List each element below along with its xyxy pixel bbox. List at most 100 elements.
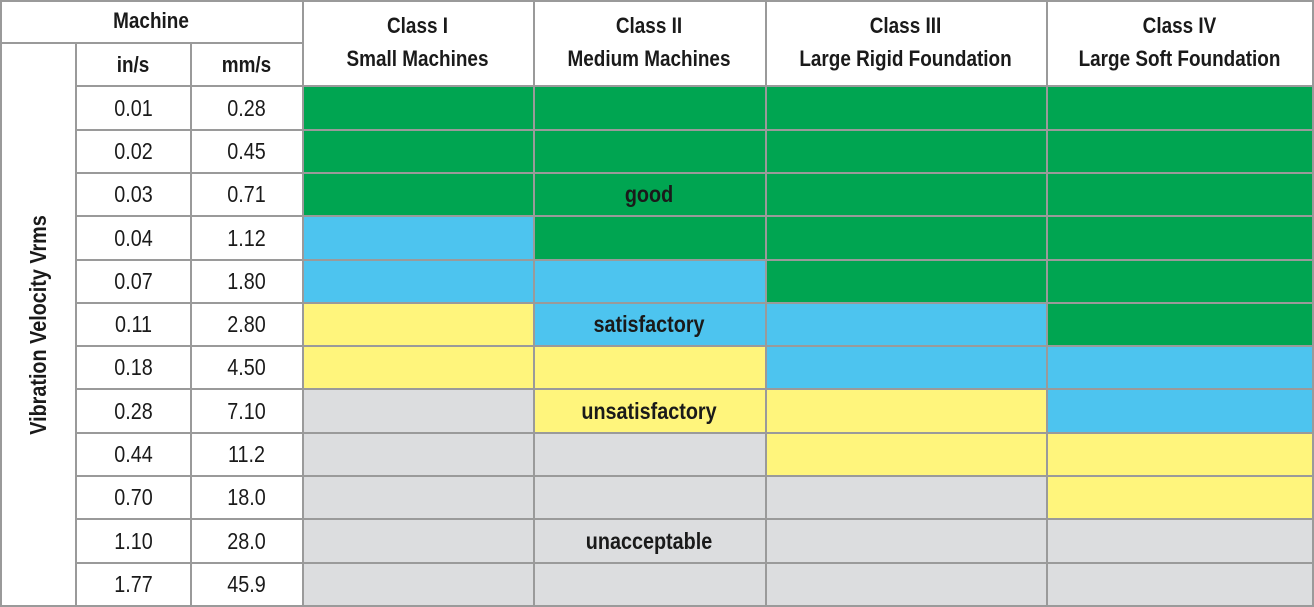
velocity-mm-per-s: 11.2 <box>227 441 266 467</box>
velocity-mm-per-s: 7.10 <box>227 397 266 424</box>
grid-line <box>76 345 1314 347</box>
velocity-in-per-s: 0.07 <box>114 268 153 294</box>
zone-cell-good <box>533 173 765 216</box>
zone-cell-good <box>533 86 765 130</box>
class-header-description: Large Soft Foundation <box>1078 46 1281 71</box>
zone-cell-unsatisfactory <box>302 303 533 346</box>
grid-line <box>76 259 1314 261</box>
class-header-description: Large Rigid Foundation <box>799 46 1012 71</box>
class-header-title: Class II <box>615 13 683 38</box>
grid-line <box>0 0 1314 2</box>
velocity-in-per-s: 0.70 <box>114 484 153 510</box>
zone-cell-good <box>765 260 1046 303</box>
zone-cell-unacceptable <box>1046 519 1313 563</box>
grid-line <box>76 302 1314 304</box>
zone-cell-satisfactory <box>302 260 533 303</box>
zone-cell-good <box>533 216 765 260</box>
zone-cell-unacceptable <box>533 519 765 563</box>
grid-line <box>76 215 1314 217</box>
velocity-in-per-s: 0.28 <box>114 397 153 424</box>
zone-cell-good <box>765 216 1046 260</box>
zone-cell-unacceptable <box>302 519 533 563</box>
zone-cell-good <box>1046 216 1313 260</box>
zone-cell-satisfactory <box>1046 346 1313 389</box>
class-header-description: Medium Machines <box>567 46 731 71</box>
zone-cell-unacceptable <box>765 476 1046 519</box>
header-in-per-s: in/s <box>116 52 150 77</box>
velocity-in-per-s: 0.01 <box>114 94 153 121</box>
zone-cell-satisfactory <box>765 346 1046 389</box>
zone-cell-unacceptable <box>302 433 533 476</box>
velocity-mm-per-s: 18.0 <box>227 484 266 510</box>
velocity-mm-per-s: 0.28 <box>227 94 266 121</box>
zone-cell-unsatisfactory <box>302 346 533 389</box>
zone-cell-good <box>302 130 533 173</box>
zone-cell-satisfactory <box>533 303 765 346</box>
grid-line <box>533 0 535 607</box>
zone-cell-unsatisfactory <box>533 389 765 433</box>
grid-line <box>75 42 77 607</box>
zone-cell-unsatisfactory <box>1046 476 1313 519</box>
grid-line <box>302 85 1314 87</box>
zone-cell-good <box>1046 173 1313 216</box>
class-header-title: Class III <box>869 13 942 38</box>
zone-cell-unacceptable <box>302 476 533 519</box>
zone-label-satisfactory: satisfactory <box>593 311 705 337</box>
zone-label-unsatisfactory: unsatisfactory <box>581 397 717 424</box>
zone-cell-unacceptable <box>302 389 533 433</box>
zone-cell-unacceptable <box>533 433 765 476</box>
grid-line <box>302 0 304 607</box>
class-header-title: Class IV <box>1142 13 1217 38</box>
grid-line <box>76 388 1314 390</box>
velocity-mm-per-s: 1.12 <box>227 224 266 251</box>
velocity-in-per-s: 1.10 <box>114 527 153 554</box>
zone-cell-satisfactory <box>765 303 1046 346</box>
velocity-mm-per-s: 28.0 <box>227 527 266 554</box>
grid-line <box>0 0 2 607</box>
velocity-mm-per-s: 1.80 <box>227 268 266 294</box>
zone-cell-unsatisfactory <box>765 433 1046 476</box>
velocity-mm-per-s: 0.45 <box>227 138 266 164</box>
zone-cell-good <box>765 173 1046 216</box>
zone-cell-unacceptable <box>1046 563 1313 606</box>
grid-line <box>76 518 1314 520</box>
grid-line <box>76 129 1314 131</box>
velocity-in-per-s: 0.11 <box>114 311 153 337</box>
velocity-in-per-s: 0.03 <box>114 181 153 207</box>
grid-line <box>76 172 1314 174</box>
class-header-description: Small Machines <box>346 46 489 71</box>
header-machine: Machine <box>113 8 189 33</box>
zone-cell-unacceptable <box>765 563 1046 606</box>
velocity-mm-per-s: 2.80 <box>227 311 266 337</box>
zone-cell-unacceptable <box>765 519 1046 563</box>
velocity-mm-per-s: 45.9 <box>227 571 266 597</box>
grid-line <box>0 605 1314 607</box>
grid-line <box>1046 0 1048 607</box>
zone-cell-good <box>302 173 533 216</box>
grid-line <box>0 42 302 44</box>
zone-label-good: good <box>624 181 674 207</box>
zone-cell-good <box>1046 86 1313 130</box>
zone-cell-satisfactory <box>533 260 765 303</box>
header-mm-per-s: mm/s <box>221 52 272 77</box>
grid-line <box>76 85 302 87</box>
zone-cell-good <box>765 130 1046 173</box>
zone-cell-unsatisfactory <box>765 389 1046 433</box>
velocity-in-per-s: 0.18 <box>114 354 153 380</box>
velocity-in-per-s: 0.44 <box>114 441 153 467</box>
zone-cell-unsatisfactory <box>1046 433 1313 476</box>
zone-cell-unacceptable <box>302 563 533 606</box>
zone-label-unacceptable: unacceptable <box>585 527 713 554</box>
zone-cell-unacceptable <box>533 476 765 519</box>
velocity-in-per-s: 0.02 <box>114 138 153 164</box>
velocity-in-per-s: 0.04 <box>114 224 153 251</box>
zone-cell-unsatisfactory <box>533 346 765 389</box>
zone-cell-satisfactory <box>302 216 533 260</box>
grid-line <box>76 562 1314 564</box>
zone-cell-satisfactory <box>1046 389 1313 433</box>
zone-cell-good <box>765 86 1046 130</box>
velocity-in-per-s: 1.77 <box>114 571 153 597</box>
zone-cell-unacceptable <box>533 563 765 606</box>
zone-cell-good <box>1046 303 1313 346</box>
